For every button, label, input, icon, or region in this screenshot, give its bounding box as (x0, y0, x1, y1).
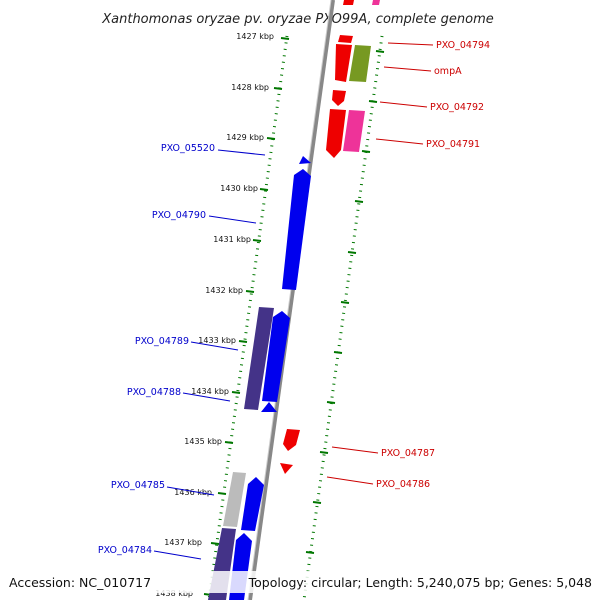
gene-label-pxo-04787[interactable]: PXO_04787 (381, 448, 435, 459)
gene-arrow[interactable] (299, 156, 311, 164)
gene-label-pxo-04784[interactable]: PXO_04784 (98, 545, 152, 556)
gene-arrow[interactable] (223, 472, 246, 527)
kbp-labels: 1427 kbp 1428 kbp 1429 kbp 1430 kbp 1431… (155, 32, 274, 598)
reverse-leaders (153, 149, 266, 560)
gene-arrow[interactable] (241, 477, 264, 531)
gene-arrow[interactable] (335, 44, 352, 82)
gene-arrow[interactable] (244, 307, 274, 410)
kbp-label: 1430 kbp (220, 184, 258, 193)
map-title: Xanthomonas oryzae pv. oryzae PXO99A, co… (101, 12, 494, 27)
gene-label-pxo-04789[interactable]: PXO_04789 (135, 336, 189, 347)
gene-arrow[interactable] (338, 35, 353, 43)
gene-label-pxo-04791[interactable]: PXO_04791 (426, 139, 480, 150)
genome-backbone-highlight (247, 0, 332, 600)
reverse-gene-labels: PXO_05520 PXO_04790 PXO_04789 PXO_04788 … (98, 143, 215, 556)
gene-label-pxo-05520[interactable]: PXO_05520 (161, 143, 215, 154)
kbp-label: 1431 kbp (213, 235, 251, 244)
forward-genes (280, 0, 380, 474)
gene-arrow[interactable] (326, 109, 346, 158)
kbp-label: 1438 kbp (155, 589, 193, 598)
gene-arrow[interactable] (280, 463, 293, 474)
gene-arrow[interactable] (349, 45, 371, 82)
topology-text: Topology: circular; Length: 5,240,075 bp… (248, 575, 592, 590)
gene-label-pxo-04794[interactable]: PXO_04794 (436, 40, 490, 51)
kbp-label: 1436 kbp (174, 488, 212, 497)
footer-backdrop (0, 571, 600, 593)
accession-text: Accession: NC_010717 (9, 575, 151, 590)
gene-arrow[interactable] (343, 0, 354, 5)
genome-backbone (248, 0, 335, 600)
kbp-label: 1434 kbp (191, 387, 229, 396)
kbp-label: 1428 kbp (231, 83, 269, 92)
gene-label-pxo-04786[interactable]: PXO_04786 (376, 479, 430, 490)
gene-label-pxo-04785[interactable]: PXO_04785 (111, 480, 165, 491)
kbp-label: 1427 kbp (236, 32, 274, 41)
gene-arrow[interactable] (332, 90, 346, 106)
gene-label-pxo-04792[interactable]: PXO_04792 (430, 102, 484, 113)
forward-leaders (326, 42, 434, 485)
gene-label-ompa[interactable]: ompA (434, 66, 462, 77)
forward-gene-labels: PXO_04794 ompA PXO_04792 PXO_04791 PXO_0… (376, 40, 490, 490)
tick-marks (203, 37, 385, 596)
kbp-label: 1429 kbp (226, 133, 264, 142)
gene-label-pxo-04790[interactable]: PXO_04790 (152, 210, 206, 221)
gene-arrow[interactable] (262, 311, 290, 402)
kbp-label: 1432 kbp (205, 286, 243, 295)
gene-arrow[interactable] (343, 110, 365, 152)
gene-arrow[interactable] (372, 0, 380, 5)
kbp-label: 1433 kbp (198, 336, 236, 345)
gene-arrow[interactable] (282, 169, 311, 290)
gene-arrow[interactable] (261, 402, 277, 412)
gene-arrow[interactable] (283, 429, 300, 451)
kbp-label: 1435 kbp (184, 437, 222, 446)
gene-label-pxo-04788[interactable]: PXO_04788 (127, 387, 181, 398)
kbp-label: 1437 kbp (164, 538, 202, 547)
